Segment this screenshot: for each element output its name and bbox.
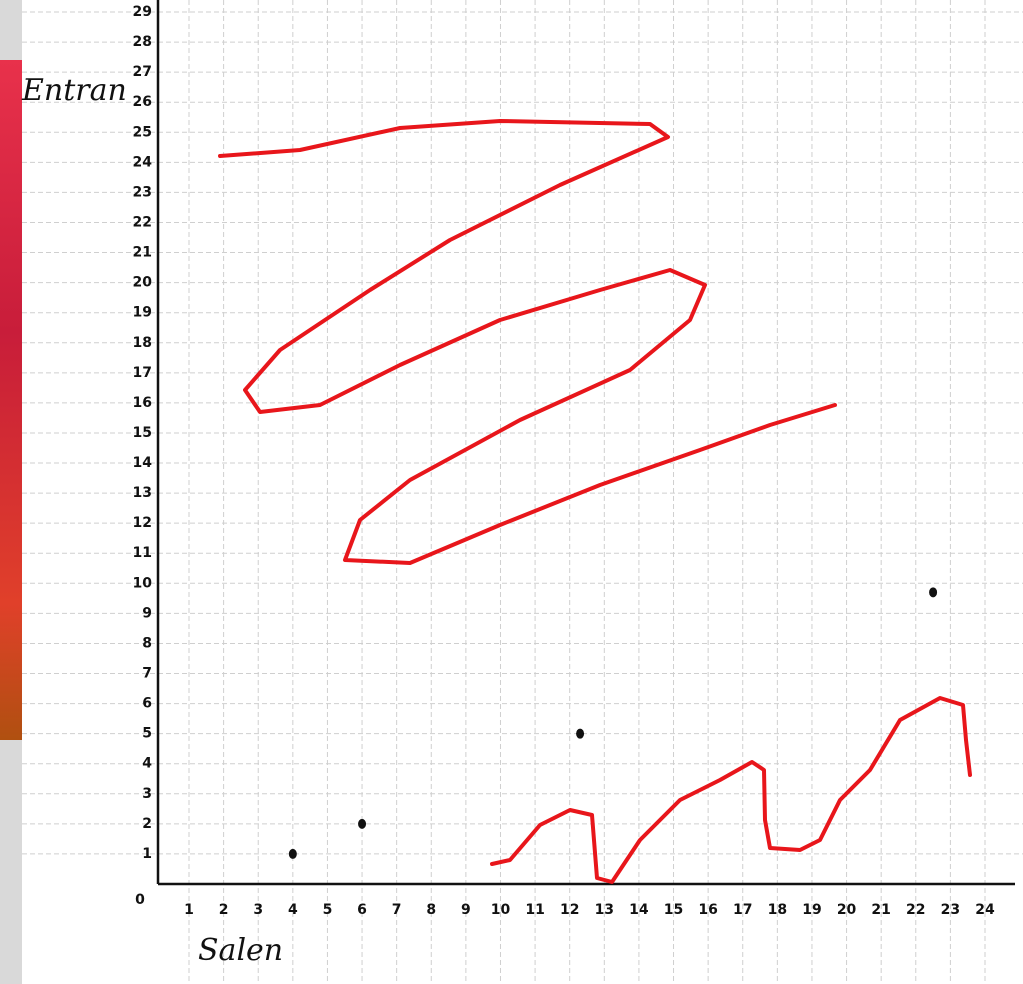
point — [929, 587, 938, 598]
y-tick-label: 25 — [133, 124, 152, 140]
y-tick-label: 27 — [133, 64, 152, 80]
x-tick-label: 1 — [184, 902, 194, 918]
y-tick-label: 23 — [133, 184, 152, 200]
y-tick-label: 18 — [133, 335, 152, 351]
x-tick-label: 11 — [525, 902, 544, 918]
x-tick-label: 3 — [253, 902, 263, 918]
y-tick-label: 14 — [133, 455, 153, 471]
y-tick-label: 22 — [133, 214, 152, 230]
y-tick-label: 1 — [142, 846, 152, 862]
y-tick-label: 15 — [133, 425, 152, 441]
point — [576, 728, 585, 739]
y-tick-label: 6 — [142, 696, 152, 712]
red-scribble — [218, 119, 837, 565]
x-tick-label: 10 — [491, 902, 511, 918]
x-axis-label: Salen — [198, 933, 283, 968]
y-tick-label: 13 — [133, 485, 152, 501]
y-tick-label: 3 — [142, 786, 152, 802]
x-tick-label: 12 — [560, 902, 579, 918]
y-tick-label: 20 — [133, 275, 153, 291]
x-tick-label: 15 — [664, 902, 683, 918]
y-tick-label: 2 — [142, 816, 152, 832]
point — [288, 848, 297, 859]
grid — [22, 0, 1023, 984]
y-tick-label: 21 — [133, 245, 152, 261]
x-tick-label: 23 — [941, 902, 960, 918]
paper — [22, 0, 1023, 984]
x-tick-label: 7 — [392, 902, 402, 918]
y-tick-label: 8 — [142, 635, 152, 651]
y-tick-label: 29 — [133, 4, 152, 20]
y-tick-label: 12 — [133, 515, 152, 531]
y-axis-label: Entran — [21, 73, 127, 108]
x-tick-label: 21 — [871, 902, 890, 918]
x-tick-label: 16 — [698, 902, 717, 918]
x-tick-label: 19 — [802, 902, 821, 918]
x-tick-label: 5 — [323, 902, 333, 918]
y-tick-label: 7 — [142, 666, 152, 682]
x-tick-label: 2 — [219, 902, 229, 918]
x-tick-label: 17 — [733, 902, 752, 918]
x-tick-label: 9 — [461, 902, 471, 918]
y-tick-label: 11 — [133, 545, 152, 561]
x-tick-label: 13 — [595, 902, 614, 918]
y-tick-label: 9 — [142, 605, 152, 621]
x-tick-label: 22 — [906, 902, 925, 918]
y-tick-label: 10 — [133, 575, 153, 591]
x-tick-label: 6 — [357, 902, 367, 918]
y-tick-label: 26 — [133, 94, 152, 110]
y-tick-label: 24 — [133, 154, 153, 170]
x-tick-label: 4 — [288, 902, 298, 918]
x-tick-label: 24 — [975, 902, 995, 918]
x-tick-label: 8 — [426, 902, 436, 918]
y-tick-label: 17 — [133, 365, 152, 381]
x-tick-label: 0 — [135, 892, 145, 908]
x-tick-label: 20 — [837, 902, 857, 918]
point — [358, 818, 367, 829]
y-tick-label: 19 — [133, 305, 152, 321]
y-tick-label: 5 — [142, 726, 152, 742]
x-tick-label: 18 — [768, 902, 787, 918]
red-wave — [490, 696, 972, 884]
x-tick-label: 14 — [629, 902, 649, 918]
y-tick-label: 28 — [133, 34, 152, 50]
y-tick-label: 16 — [133, 395, 152, 411]
photo-fragment — [0, 60, 22, 740]
y-tick-label: 4 — [142, 756, 152, 772]
